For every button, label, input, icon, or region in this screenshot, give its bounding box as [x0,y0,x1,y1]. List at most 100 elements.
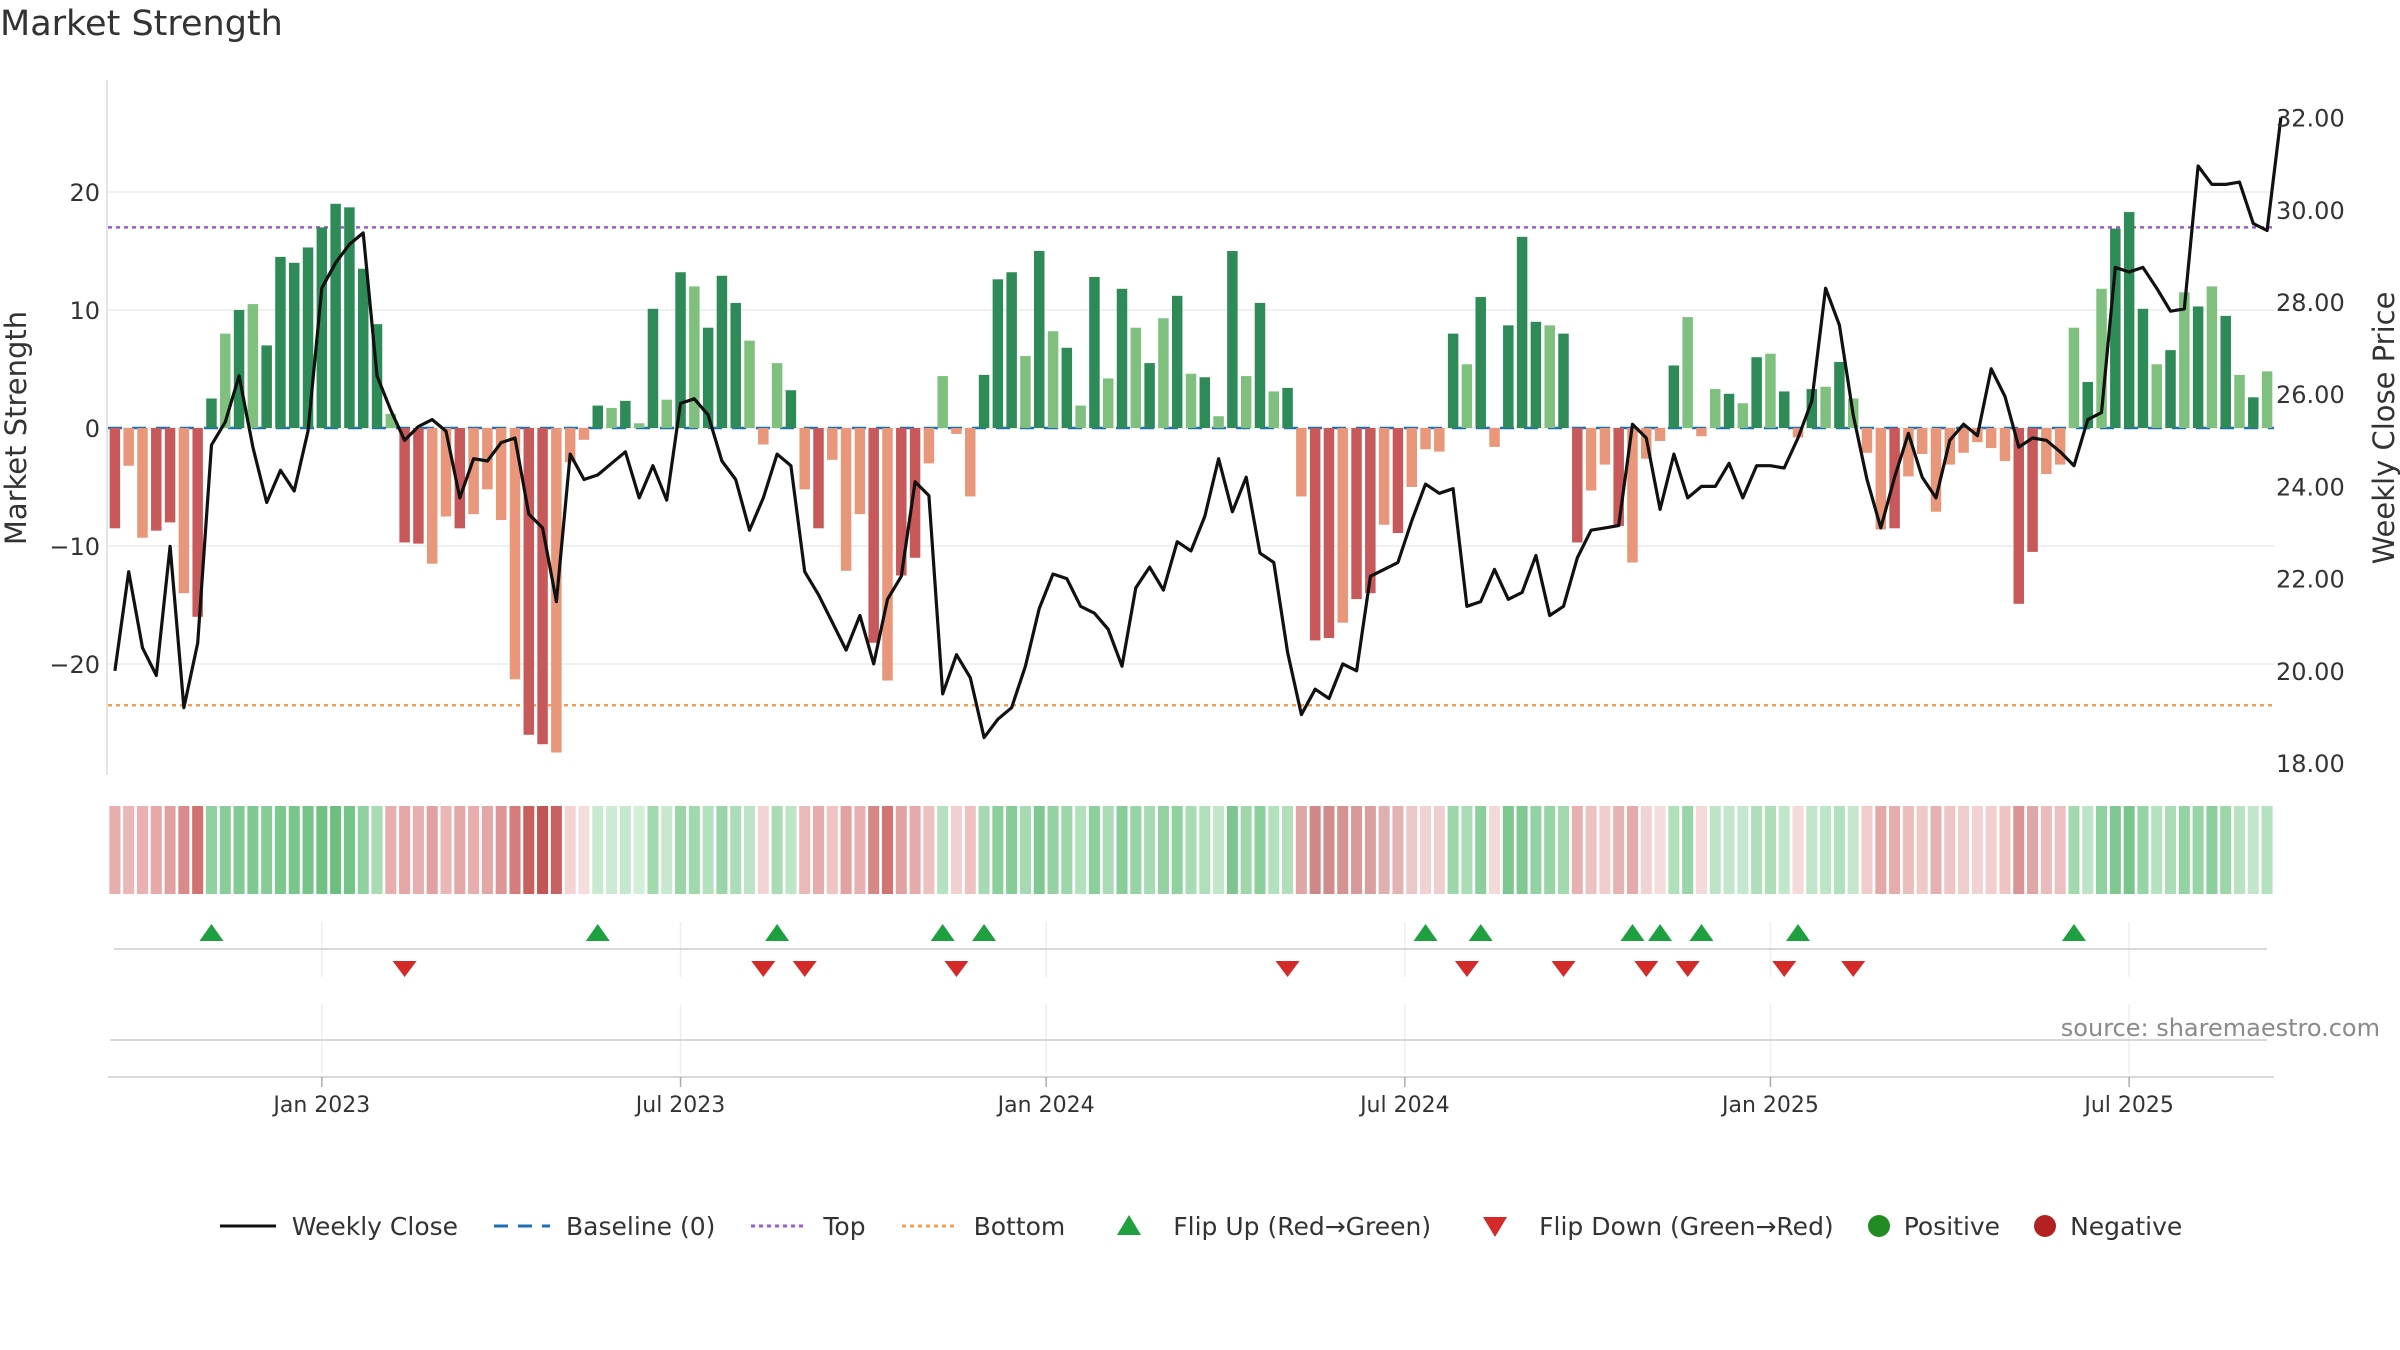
flip-up-marker [1689,924,1714,941]
heat-cell [1585,806,1597,894]
strength-bar [123,428,134,466]
legend-swatch-close [219,1224,276,1228]
heat-cell [440,806,452,894]
legend-label-bottom: Bottom [973,1211,1066,1241]
strength-bar [316,227,328,428]
strength-bar [1475,297,1486,428]
flip-up-marker [1620,924,1645,941]
heat-cell [840,806,852,894]
xtick-label: Jan 2025 [1720,1093,1819,1118]
heat-cell [481,806,493,894]
strength-bar [1861,428,1873,453]
strength-bar [2165,350,2176,428]
heat-cell [964,806,976,894]
legend-item-close[interactable]: Weekly Close [218,1211,458,1241]
heat-cell [2206,806,2218,894]
y-axis-title: Market Strength [0,311,33,545]
strength-bar [1682,317,1693,428]
strength-bar [606,407,617,428]
strength-bar [1530,321,1542,428]
strength-bars [109,203,2273,753]
flip-up-marker [1468,924,1493,941]
heat-cell [881,806,894,894]
heat-cell [1185,806,1197,894]
heat-cell [716,806,728,894]
heat-cell [2192,806,2204,894]
strength-bar [1572,428,1583,543]
heat-cell [564,806,576,894]
strength-bar [1171,295,1183,428]
legend-label-top: Top [823,1211,866,1241]
strength-bar [813,428,824,529]
strength-bar [1392,428,1404,534]
heat-cell [412,806,424,894]
heat-cell [1019,806,1031,894]
heat-cell [2040,806,2052,894]
heat-cell [219,806,231,894]
strength-bar [1020,356,1031,428]
strength-bar [1778,391,1790,428]
legend-swatch-baseline [494,1224,551,1228]
legend-item-baseline[interactable]: Baseline (0) [492,1211,715,1241]
heat-cell [1282,806,1294,894]
heat-cell [385,806,397,894]
close-line-layer [113,117,2283,740]
heat-cell [1889,806,1901,894]
legend-label-negative: Negative [2070,1211,2183,1241]
heat-cell [1930,806,1942,894]
legend-item-flip-up[interactable]: Flip Up (Red→Green) [1099,1211,1431,1241]
heat-cell [1116,806,1128,894]
strength-bar [578,428,590,440]
strength-bar [523,428,535,735]
heat-cell [1944,806,1956,894]
heat-cell [1240,806,1252,894]
heat-cell [371,806,383,894]
legend-label-baseline: Baseline (0) [566,1211,716,1241]
strength-bar [1723,393,1735,428]
heat-cell [937,806,949,894]
y2tick-label: 26.00 [2276,381,2345,409]
strength-bar [233,310,245,428]
strength-bar [509,428,521,680]
heat-cell [1847,806,1859,894]
heat-cell [1047,806,1059,894]
heat-cell [1502,806,1514,894]
strength-bar [702,327,714,428]
flip-up-marker [199,924,224,941]
legend-item-negative[interactable]: Negative [2034,1212,2182,1241]
heat-cell [302,806,314,894]
y2tick-label: 22.00 [2276,566,2345,594]
heat-cell [1695,806,1707,894]
strength-bar [330,203,341,428]
strength-bar [206,398,217,428]
heat-cell [330,806,342,894]
strength-bar [951,428,962,434]
strength-bar [1102,378,1114,428]
flip-up-marker [765,924,790,941]
weekly-close-line [113,117,2283,740]
heat-cell [495,806,507,894]
strength-bar [620,400,631,428]
strength-bar [1006,272,1017,428]
heat-cell [1392,806,1404,894]
heat-cell [2137,806,2149,894]
strength-bar [1420,428,1431,450]
strength-bar [344,207,355,428]
positive-dot-icon [1867,1215,1890,1237]
legend-item-top[interactable]: Top [749,1211,866,1241]
y2tick-label: 18.00 [2276,750,2345,778]
legend-item-flip-down[interactable]: Flip Down (Green→Red) [1465,1211,1834,1241]
legend-item-bottom[interactable]: Bottom [900,1211,1066,1241]
strength-bar [1958,428,1969,453]
heat-cell [1351,806,1363,894]
flip-down-marker [944,961,969,977]
heat-cell [909,806,921,894]
strength-bar [2041,428,2052,475]
strength-bar [1461,364,1473,428]
strength-bar [220,333,231,428]
flip-up-marker [972,924,997,941]
xtick-label: Jan 2023 [271,1093,370,1118]
legend-item-positive[interactable]: Positive [1867,1212,2000,1241]
flip-markers [110,922,2267,1074]
strength-bar [302,247,314,428]
